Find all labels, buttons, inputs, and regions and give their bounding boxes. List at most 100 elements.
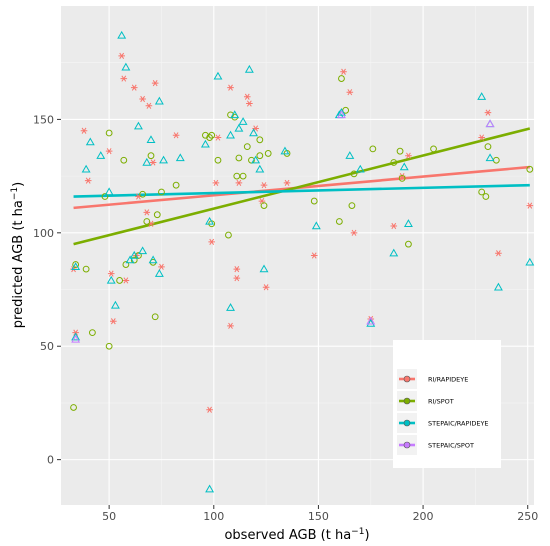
- data-point-ri-rapideye: [122, 277, 130, 284]
- data-point-ri-spot: [482, 193, 490, 200]
- data-point-ri-rapideye: [105, 148, 113, 155]
- data-point-ri-rapideye: [149, 159, 157, 166]
- data-point-ri-spot: [260, 202, 268, 210]
- data-point-ri-rapideye: [233, 266, 241, 273]
- data-point-ri-spot: [256, 136, 264, 144]
- data-point-stepaic-rapideye: [213, 71, 223, 80]
- data-point-ri-spot: [214, 156, 222, 164]
- data-point-ri-spot: [70, 404, 77, 411]
- data-point-ri-spot: [243, 143, 251, 151]
- legend-key-point-0: [403, 375, 411, 383]
- data-point-ri-spot: [310, 197, 318, 205]
- data-point-stepaic-rapideye: [138, 246, 148, 255]
- data-point-stepaic-rapideye: [117, 30, 127, 39]
- data-point-stepaic-rapideye: [106, 275, 116, 284]
- data-point-stepaic-rapideye: [249, 128, 259, 137]
- y-tick-label: 150: [33, 113, 54, 126]
- data-point-stepaic-rapideye: [226, 303, 235, 311]
- data-point-ri-spot: [158, 188, 165, 196]
- data-point-ri-spot: [105, 342, 113, 350]
- x-tick-label: 250: [517, 510, 538, 523]
- y-tick-label: 50: [40, 340, 54, 353]
- data-point-ri-rapideye: [495, 250, 502, 257]
- data-point-ri-spot: [72, 261, 80, 268]
- y-tick-label: 100: [33, 227, 54, 240]
- data-point-ri-spot: [101, 193, 109, 200]
- data-point-ri-spot: [264, 150, 272, 157]
- data-point-stepaic-rapideye: [226, 130, 235, 139]
- data-point-stepaic-rapideye: [96, 151, 106, 159]
- data-point-stepaic-rapideye: [121, 62, 131, 71]
- data-point-stepaic-rapideye: [230, 110, 240, 119]
- data-point-stepaic-rapideye: [154, 269, 164, 277]
- data-points: [70, 30, 535, 493]
- data-point-ri-spot: [256, 152, 264, 160]
- data-point-ri-spot: [139, 190, 147, 198]
- data-point-stepaic-rapideye: [477, 92, 487, 100]
- data-point-stepaic-rapideye: [403, 219, 413, 227]
- data-point-ri-spot: [430, 145, 437, 153]
- data-point-ri-rapideye: [526, 202, 534, 209]
- data-point-ri-spot: [116, 277, 124, 284]
- data-point-ri-spot: [235, 154, 243, 162]
- data-point-ri-rapideye: [206, 406, 213, 413]
- data-point-stepaic-rapideye: [205, 484, 215, 493]
- legend-label-3: STEPAIC/SPOT: [428, 442, 474, 450]
- y-axis-title: predicted AGB (t ha−1): [10, 182, 26, 328]
- data-point-stepaic-spot: [366, 316, 376, 325]
- data-point-ri-spot: [350, 170, 358, 178]
- y-tick-label: 0: [47, 454, 54, 467]
- x-axis-title-superscript: −1: [351, 527, 364, 537]
- data-point-ri-rapideye: [350, 229, 358, 236]
- data-point-ri-spot: [484, 143, 492, 151]
- data-point-stepaic-rapideye: [345, 151, 355, 159]
- data-point-stepaic-rapideye: [493, 282, 503, 291]
- data-point-ri-rapideye: [172, 132, 180, 139]
- data-point-stepaic-rapideye: [205, 216, 215, 225]
- data-point-ri-spot: [348, 202, 356, 210]
- data-point-stepaic-rapideye: [129, 250, 139, 259]
- data-point-ri-spot: [147, 152, 155, 160]
- data-point-stepaic-rapideye: [200, 139, 210, 148]
- data-point-ri-rapideye: [110, 318, 117, 325]
- legend-key-point-2: [403, 419, 411, 427]
- data-point-ri-spot: [225, 231, 232, 239]
- data-point-ri-rapideye: [120, 75, 128, 82]
- data-point-ri-spot: [526, 165, 534, 173]
- data-point-ri-rapideye: [233, 275, 241, 282]
- data-point-ri-spot: [335, 218, 343, 225]
- data-point-stepaic-rapideye: [110, 300, 120, 309]
- data-point-stepaic-rapideye: [366, 318, 376, 327]
- y-axis-ticks: 0 50 100 150: [33, 113, 61, 467]
- data-point-ri-rapideye: [130, 84, 138, 91]
- data-point-ri-rapideye: [405, 152, 412, 159]
- data-point-stepaic-rapideye: [244, 64, 254, 73]
- data-point-ri-spot: [398, 174, 406, 182]
- x-tick-label: 100: [203, 510, 224, 523]
- data-point-stepaic-rapideye: [154, 96, 164, 105]
- data-point-ri-rapideye: [235, 179, 243, 187]
- data-point-stepaic-rapideye: [525, 257, 535, 266]
- data-point-ri-rapideye: [260, 182, 268, 189]
- data-point-stepaic-rapideye: [142, 157, 152, 166]
- data-point-stepaic-rapideye: [71, 332, 81, 341]
- data-point-ri-rapideye: [283, 179, 291, 187]
- data-point-ri-rapideye: [484, 109, 492, 116]
- grid-major: [61, 6, 534, 505]
- data-point-stepaic-rapideye: [159, 155, 169, 164]
- data-point-ri-rapideye: [243, 93, 251, 100]
- data-point-ri-spot: [208, 131, 216, 139]
- data-point-stepaic-rapideye: [255, 164, 265, 173]
- data-point-ri-spot: [239, 172, 247, 180]
- data-point-stepaic-spot: [485, 119, 495, 128]
- data-point-ri-rapideye: [143, 209, 151, 216]
- legend: RI/RAPIDEYE RI/SPOT STEPAIC/RAPIDEYE STE…: [393, 340, 501, 468]
- legend-label-1: RI/SPOT: [428, 398, 454, 406]
- x-tick-label: 200: [413, 510, 434, 523]
- data-point-ri-spot: [478, 188, 486, 196]
- data-point-ri-spot: [120, 156, 128, 164]
- data-point-ri-spot: [153, 211, 161, 219]
- legend-label-2: STEPAIC/RAPIDEYE: [428, 420, 489, 428]
- data-point-stepaic-rapideye: [399, 162, 409, 171]
